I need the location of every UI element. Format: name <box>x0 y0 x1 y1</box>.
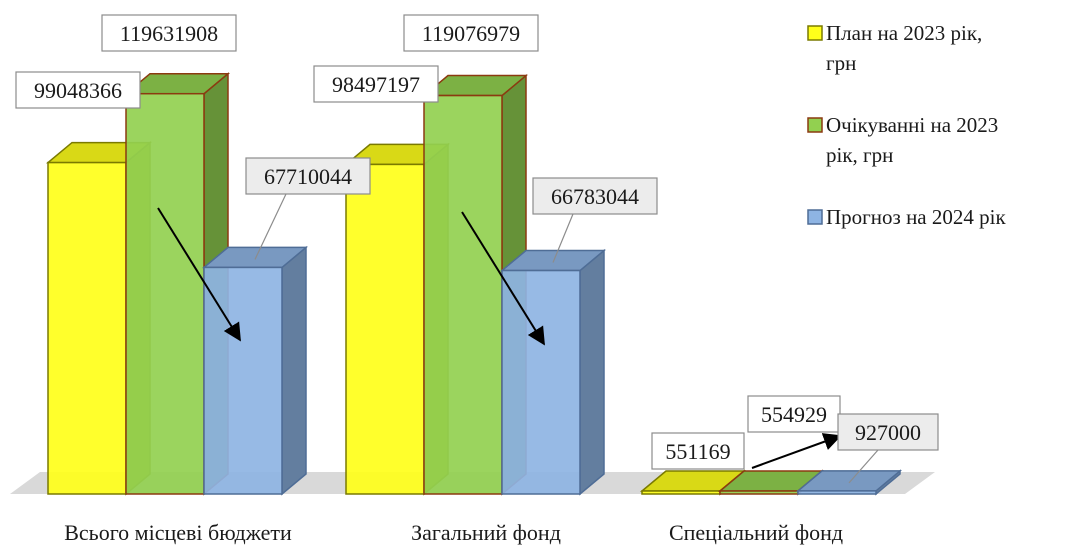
bar-3-3 <box>795 469 903 496</box>
legend-item-1: План на 2023 рік, грн <box>807 21 982 75</box>
bar-side-face <box>579 248 605 496</box>
legend-label: Прогноз на 2024 рік <box>826 205 1006 229</box>
bar-front-face <box>47 161 127 495</box>
data-label-text: 554929 <box>761 402 827 427</box>
legend-label: Очікуванні на 2023 рік, грн <box>826 113 998 167</box>
data-label-text: 99048366 <box>34 78 122 103</box>
data-label-1-1: 99048366 <box>15 71 141 109</box>
data-label-2-2: 119076979 <box>403 14 539 52</box>
data-label-2-1: 119631908 <box>101 14 237 52</box>
bar-side-face <box>281 245 307 496</box>
category-label-2: Загальний фонд <box>411 520 561 545</box>
bar-front-face <box>345 163 425 495</box>
data-label-text: 67710044 <box>264 164 352 189</box>
category-label-1: Всього місцеві бюджети <box>64 520 292 545</box>
bar-3-1 <box>201 245 309 496</box>
legend-item-2: Очікуванні на 2023 рік, грн <box>807 113 998 167</box>
legend-label: План на 2023 рік, грн <box>826 21 982 75</box>
data-label-text: 66783044 <box>551 184 639 209</box>
category-label-3: Спеціальний фонд <box>669 520 843 545</box>
data-label-text: 551169 <box>665 439 730 464</box>
bar-front-face <box>501 269 581 495</box>
legend-item-3: Прогноз на 2024 рік <box>807 205 1006 229</box>
data-label-1-2: 98497197 <box>313 65 439 103</box>
data-label-text: 119076979 <box>422 21 520 46</box>
legend-swatch <box>807 117 823 133</box>
data-label-3-2: 66783044 <box>532 177 658 263</box>
data-label-text: 927000 <box>855 420 921 445</box>
data-label-text: 119631908 <box>120 21 218 46</box>
bar-front-face <box>125 92 205 495</box>
trend-arrow-1 <box>157 207 241 342</box>
trend-arrow-3 <box>751 433 842 469</box>
bar-front-face <box>423 94 503 495</box>
legend-swatch <box>807 25 823 41</box>
data-label-2-3: 554929 <box>747 395 841 433</box>
bar-front-face <box>719 490 799 495</box>
bar-front-face <box>797 490 877 495</box>
legend-swatch <box>807 209 823 225</box>
trend-arrow-2 <box>461 211 545 346</box>
bar-2-2 <box>421 73 529 496</box>
data-label-3-1: 67710044 <box>245 157 371 260</box>
bar-front-face <box>641 490 721 495</box>
data-label-text: 98497197 <box>332 72 420 97</box>
bar-front-face <box>203 266 283 495</box>
data-label-3-3: 927000 <box>837 413 939 484</box>
bar-3-2 <box>499 248 607 496</box>
data-label-1-3: 551169 <box>651 432 745 470</box>
